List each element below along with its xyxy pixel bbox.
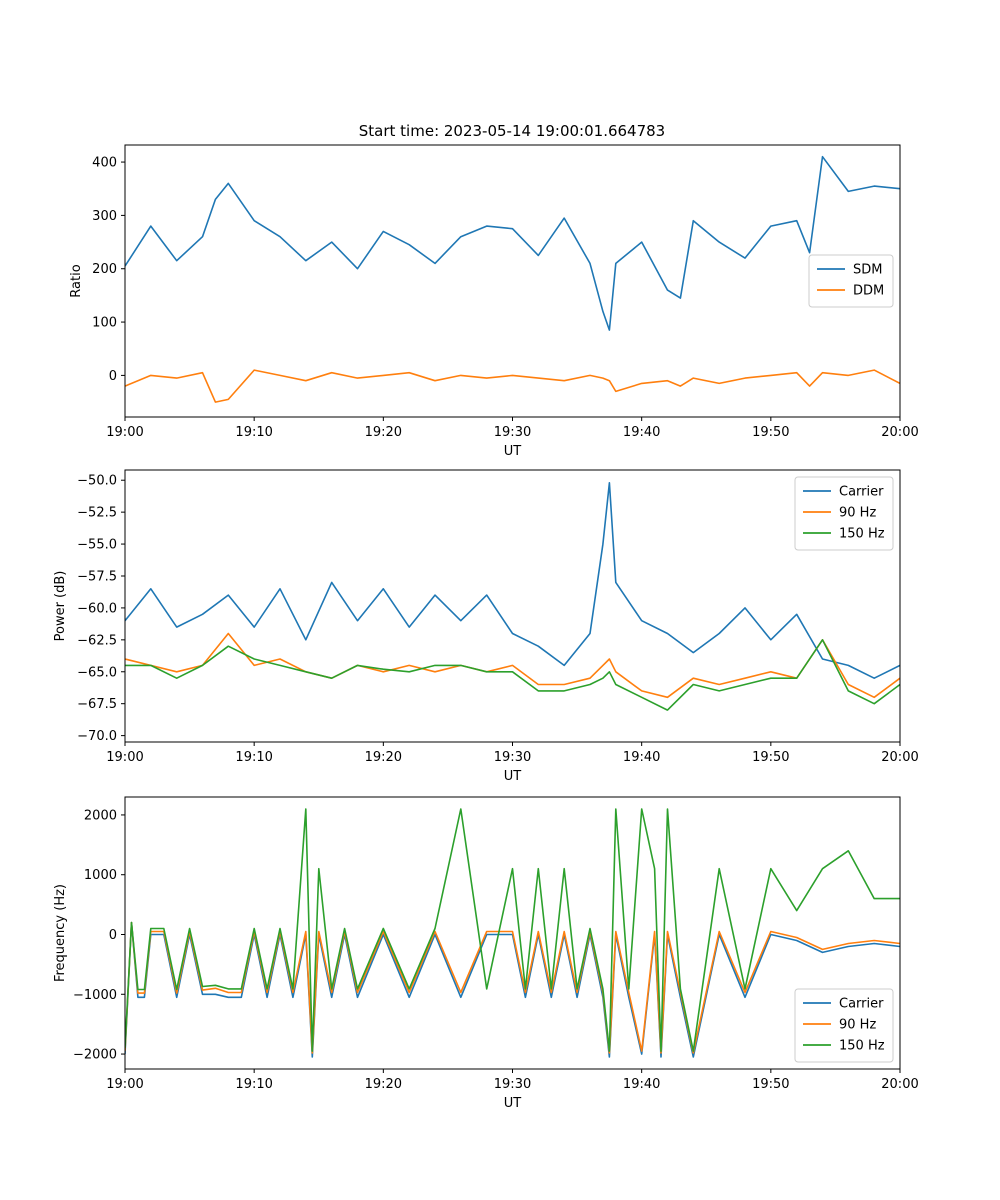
x-tick-label: 19:40 — [623, 425, 660, 440]
series-line-2-1 — [125, 481, 900, 680]
legend-box — [794, 476, 894, 551]
x-tick-label: 19:00 — [106, 1077, 143, 1092]
series-line-2-3 — [125, 638, 900, 711]
x-tick-label: 19:30 — [494, 1077, 531, 1092]
y-tick-label: −2000 — [73, 1048, 117, 1063]
legend: SDM DDM — [808, 254, 894, 308]
subplot-2: 19:00 19:10 19:20 19:30 19:40 19:50 20:00 −50.0… — [53, 469, 919, 784]
x-tick-label: 19:50 — [752, 1077, 789, 1092]
x-tick-label: 19:10 — [235, 1077, 272, 1092]
legend-box — [794, 988, 894, 1063]
figure-title: Start time: 2023-05-14 19:00:01.664783 — [359, 122, 665, 140]
x-tick-label: 20:00 — [881, 425, 918, 440]
x-tick-label: 19:00 — [106, 425, 143, 440]
y-tick-label: 1000 — [84, 868, 117, 883]
x-tick-label: 19:10 — [235, 750, 272, 765]
y-tick-label: −70.0 — [77, 729, 117, 744]
x-tick-label: 20:00 — [881, 1077, 918, 1092]
x-tick-label: 20:00 — [881, 750, 918, 765]
subplots: 19:00 19:10 19:20 19:30 19:40 19:50 20:00 0 100 2… — [53, 144, 919, 1111]
y-tick-label: 100 — [92, 316, 117, 331]
legend-label: 90 Hz — [839, 506, 876, 521]
y-tick-label: −50.0 — [77, 474, 117, 489]
x-tick-label: 19:30 — [494, 425, 531, 440]
y-tick-label: −55.0 — [77, 538, 117, 553]
x-tick-label: 19:30 — [494, 750, 531, 765]
x-tick-label: 19:00 — [106, 750, 143, 765]
legend-label: 90 Hz — [839, 1018, 876, 1033]
legend: Carrier 90 Hz 150 Hz — [794, 988, 894, 1063]
y-tick-label: −67.5 — [77, 697, 117, 712]
subplot-3: 19:00 19:10 19:20 19:30 19:40 19:50 20:00 −2000… — [53, 796, 919, 1111]
x-tick-label: 19:10 — [235, 425, 272, 440]
x-axis-label: UT — [504, 444, 522, 459]
x-tick-label: 19:20 — [365, 1077, 402, 1092]
legend-label: 150 Hz — [839, 1039, 885, 1054]
series-line-1-2 — [125, 369, 900, 403]
legend-label: DDM — [853, 284, 884, 299]
legend-label: Carrier — [839, 485, 884, 500]
y-tick-label: −1000 — [73, 988, 117, 1003]
x-tick-label: 19:50 — [752, 425, 789, 440]
y-axis-label: Ratio — [69, 264, 84, 297]
y-tick-label: 400 — [92, 156, 117, 171]
y-tick-label: 0 — [109, 928, 117, 943]
legend-label: 150 Hz — [839, 527, 885, 542]
y-axis-label: Power (dB) — [53, 571, 68, 642]
series-line-3-3 — [125, 808, 900, 1052]
legend-label: Carrier — [839, 997, 884, 1012]
series-line-3-1 — [125, 921, 900, 1058]
x-tick-label: 19:50 — [752, 750, 789, 765]
y-tick-label: 300 — [92, 209, 117, 224]
y-tick-label: −52.5 — [77, 506, 117, 521]
x-axis-label: UT — [504, 1096, 522, 1111]
x-tick-label: 19:20 — [365, 425, 402, 440]
y-tick-label: 200 — [92, 262, 117, 277]
y-tick-label: −57.5 — [77, 569, 117, 584]
subplot-1: 19:00 19:10 19:20 19:30 19:40 19:50 20:00 0 100 2… — [69, 144, 919, 459]
y-tick-label: −65.0 — [77, 665, 117, 680]
legend-box — [808, 254, 894, 308]
y-tick-label: −62.5 — [77, 633, 117, 648]
y-tick-label: 2000 — [84, 808, 117, 823]
legend: Carrier 90 Hz 150 Hz — [794, 476, 894, 551]
series-line-2-2 — [125, 632, 900, 699]
x-axis-label: UT — [504, 769, 522, 784]
x-tick-label: 19:40 — [623, 750, 660, 765]
x-tick-label: 19:20 — [365, 750, 402, 765]
y-axis-label: Frequency (Hz) — [53, 884, 68, 982]
y-tick-label: −60.0 — [77, 601, 117, 616]
series-line-1-1 — [125, 155, 900, 331]
y-tick-label: 0 — [109, 369, 117, 384]
legend-label: SDM — [853, 263, 882, 278]
x-tick-label: 19:40 — [623, 1077, 660, 1092]
